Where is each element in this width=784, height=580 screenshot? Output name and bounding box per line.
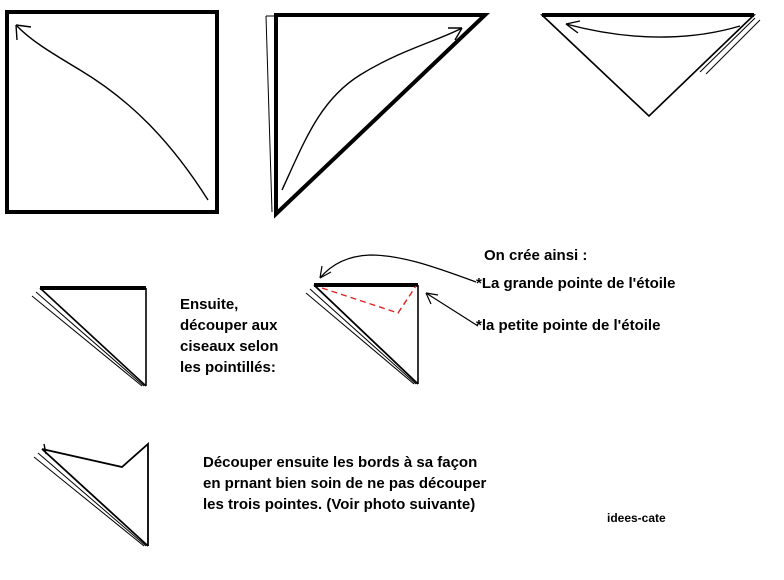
step-instruction: Ensuite, découper aux ciseaux selon les … (180, 296, 279, 376)
step-4-small-triangle (31, 286, 147, 387)
result-intro: On crée ainsi : (484, 247, 588, 264)
credit: idees-cate (607, 511, 666, 525)
fold-arrow-icon (15, 24, 209, 201)
final-instruction: Découper ensuite les bords à sa façon en… (203, 454, 487, 513)
step-1-square (5, 10, 219, 214)
small-point-label: *la petite pointe de l'étoile (476, 317, 661, 334)
step-3-folded-triangle (539, 13, 761, 118)
big-point-label: *La grande pointe de l'étoile (476, 275, 676, 292)
cut-line (321, 285, 417, 314)
step-2-triangle (265, 13, 491, 219)
pointer-arrow-icon (425, 292, 479, 327)
fold-arrow-icon (281, 27, 463, 191)
step-6-final-shape (33, 442, 149, 547)
pointer-arrow-icon (319, 254, 477, 283)
fold-arrow-icon (565, 23, 741, 38)
step-5-cut-triangle (305, 283, 419, 385)
